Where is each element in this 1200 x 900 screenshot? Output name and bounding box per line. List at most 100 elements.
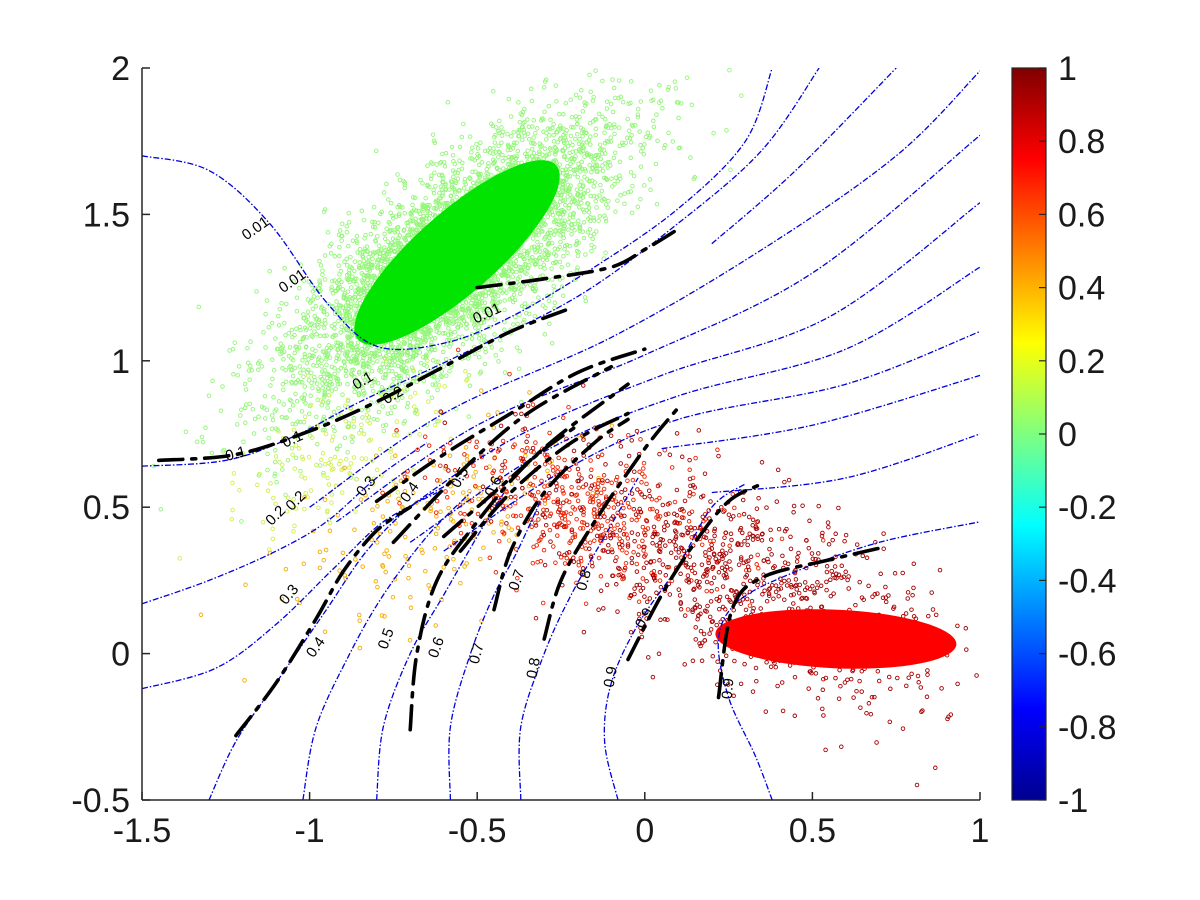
scatter-point bbox=[579, 200, 584, 206]
scatter-point bbox=[532, 313, 538, 319]
scatter-point bbox=[280, 382, 286, 387]
scatter-point bbox=[676, 115, 681, 121]
scatter-point bbox=[531, 150, 537, 156]
scatter-point bbox=[347, 279, 352, 285]
scatter-point bbox=[430, 382, 435, 387]
scatter-point bbox=[577, 223, 583, 228]
scatter-point bbox=[301, 334, 307, 340]
scatter-point bbox=[529, 98, 535, 104]
scatter-point bbox=[366, 364, 372, 370]
scatter-point bbox=[633, 123, 638, 128]
scatter-point bbox=[305, 367, 311, 373]
scatter-point bbox=[542, 79, 548, 84]
scatter-point bbox=[651, 124, 657, 130]
scatter-point bbox=[522, 151, 528, 157]
scatter-point bbox=[317, 280, 322, 285]
scatter-point bbox=[295, 419, 300, 424]
scatter-point bbox=[341, 359, 347, 364]
scatter-point bbox=[276, 323, 282, 328]
scatter-point bbox=[424, 215, 429, 221]
scatter-point bbox=[589, 169, 594, 175]
scatter-point bbox=[514, 345, 520, 350]
scatter-point bbox=[257, 359, 262, 364]
scatter-point bbox=[286, 353, 292, 359]
scatter-point bbox=[591, 184, 596, 189]
scatter-point bbox=[528, 282, 533, 288]
scatter-point bbox=[577, 228, 583, 234]
scatter-point bbox=[290, 334, 295, 340]
scatter-point bbox=[220, 449, 226, 454]
scatter-point bbox=[322, 333, 327, 338]
scatter-point bbox=[194, 439, 200, 445]
scatter-point bbox=[524, 271, 529, 276]
scatter-point bbox=[246, 368, 252, 373]
scatter-point bbox=[377, 368, 382, 373]
scatter-point bbox=[367, 354, 373, 359]
scatter-point bbox=[598, 156, 603, 162]
scatter-point bbox=[411, 195, 416, 200]
scatter-point bbox=[370, 219, 375, 225]
scatter-point bbox=[509, 155, 514, 160]
scatter-point bbox=[578, 169, 583, 174]
scatter-point bbox=[349, 347, 355, 353]
scatter-point bbox=[565, 262, 571, 268]
scatter-point bbox=[597, 193, 602, 198]
scatter-point bbox=[404, 350, 410, 355]
scatter-point bbox=[378, 344, 384, 350]
scatter-point bbox=[293, 326, 299, 331]
scatter-point bbox=[337, 277, 342, 283]
scatter-point bbox=[385, 250, 391, 255]
scatter-point bbox=[241, 439, 246, 445]
scatter-point bbox=[353, 303, 358, 308]
scatter-point bbox=[328, 345, 334, 351]
scatter-point bbox=[312, 329, 317, 334]
scatter-point bbox=[635, 204, 641, 210]
scatter-point bbox=[493, 150, 498, 155]
scatter-point bbox=[607, 160, 612, 165]
scatter-point bbox=[684, 75, 690, 80]
scatter-point bbox=[341, 295, 347, 301]
scatter-point bbox=[273, 336, 278, 341]
scatter-point bbox=[600, 168, 606, 174]
scatter-point bbox=[365, 380, 370, 385]
scatter-point bbox=[321, 394, 327, 400]
scatter-point bbox=[282, 266, 287, 271]
scatter-point bbox=[422, 203, 427, 209]
scatter-point bbox=[481, 334, 487, 339]
scatter-point bbox=[563, 177, 569, 182]
scatter-point bbox=[279, 350, 285, 355]
scatter-point bbox=[657, 50, 661, 54]
scatter-point bbox=[378, 354, 383, 360]
scatter-point bbox=[605, 125, 611, 130]
scatter-point bbox=[351, 278, 356, 284]
scatter-point bbox=[463, 300, 469, 305]
scatter-point bbox=[688, 155, 693, 160]
scatter-point bbox=[580, 144, 586, 150]
scatter-point bbox=[467, 175, 472, 180]
scatter-point bbox=[280, 344, 286, 349]
scatter-point bbox=[555, 221, 560, 227]
scatter-point bbox=[337, 381, 343, 387]
scatter-point bbox=[427, 210, 433, 216]
scatter-point bbox=[251, 431, 257, 436]
scatter-point bbox=[526, 136, 532, 142]
scatter-point bbox=[585, 201, 590, 206]
scatter-point bbox=[608, 101, 614, 107]
scatter-point bbox=[594, 229, 599, 234]
scatter-point bbox=[259, 404, 265, 410]
scatter-point bbox=[477, 162, 482, 168]
scatter-point bbox=[396, 203, 402, 208]
scatter-point bbox=[304, 360, 310, 366]
scatter-point bbox=[551, 139, 557, 144]
scatter-point bbox=[579, 87, 584, 93]
scatter-point bbox=[335, 412, 341, 418]
scatter-point bbox=[317, 282, 323, 288]
scatter-point bbox=[552, 144, 557, 150]
scatter-point bbox=[580, 109, 586, 114]
scatter-point bbox=[525, 131, 531, 136]
scatter-point bbox=[629, 132, 634, 138]
scatter-point bbox=[363, 232, 368, 238]
scatter-point bbox=[322, 427, 327, 433]
scatter-point bbox=[475, 329, 481, 334]
scatter-point bbox=[290, 357, 296, 363]
